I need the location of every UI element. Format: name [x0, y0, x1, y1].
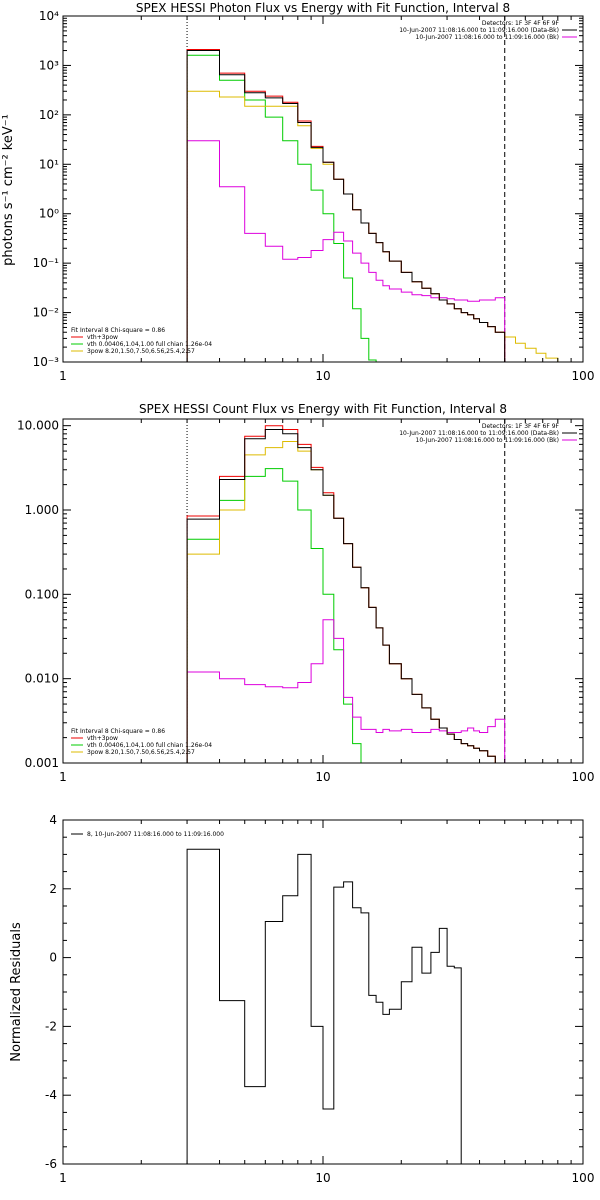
series-line-4 [186, 54, 377, 362]
y-tick-label: -2 [45, 1019, 57, 1033]
series-line-5 [186, 441, 526, 763]
legend-entry: 8, 10-Jun-2007 11:08:16.000 to 11:09:16.… [87, 831, 224, 838]
y-axis-label: photons s⁻¹ cm⁻² keV⁻¹ [1, 114, 16, 266]
y-tick-label: 10⁴ [39, 9, 59, 23]
chart-panel-3: 1 10 100 -6 -4 -2 0 2 4 Normalized Residuals 8, 10… [9, 813, 594, 1185]
header-text: 10-Jun-2007 11:08:16.000 to 11:09:16.000… [416, 437, 559, 444]
x-tick-label: 1 [59, 770, 67, 784]
legend-entry: vth 0.00406,1.04,1.00 full chian 1.26e-0… [87, 742, 212, 749]
x-tick-label: 1 [59, 369, 67, 383]
chart-panel-1: 1 10 100 10⁻³ 10⁻² 10⁻¹ 10⁰ 10¹ 10² 10³ 10⁴ SPEX HE… [1, 1, 594, 383]
y-tick-label: 10.000 [17, 419, 59, 433]
y-tick-label: 10³ [39, 58, 59, 72]
y-tick-label: 2 [49, 882, 57, 896]
chart-title: SPEX HESSI Photon Flux vs Energy with Fi… [136, 1, 510, 15]
legend-entry: 3pow 8.20,1.50,7.50,6.56,25.4,2.57 [87, 749, 195, 756]
axes-frame [62, 819, 584, 1165]
y-tick-label: -6 [45, 1157, 57, 1171]
series-line-3 [186, 425, 506, 763]
chart-title: SPEX HESSI Count Flux vs Energy with Fit… [139, 402, 507, 416]
series-line-1 [186, 848, 462, 1164]
y-tick-label: 10⁻¹ [33, 256, 60, 270]
y-tick-label: 1.000 [25, 503, 59, 517]
legend-entry: 3pow 8.20,1.50,7.50,6.56,25.4,2.57 [87, 348, 195, 355]
legend-entry: vth 0.00406,1.04,1.00 full chian 1.26e-0… [87, 341, 212, 348]
x-tick-label: 100 [572, 770, 595, 784]
x-tick-label: 100 [572, 369, 595, 383]
series-line-1 [186, 429, 506, 763]
y-tick-label: 0.010 [25, 672, 59, 686]
legend-title: Fit Interval 8 Chi-square = 0.86 [71, 728, 165, 735]
x-tick-label: 10 [315, 369, 330, 383]
x-tick-label: 10 [315, 770, 330, 784]
series-line-2 [186, 140, 506, 362]
header-text: Detectors: 1F 3F 4F 6F 9F [482, 20, 560, 27]
x-tick-label: 1 [59, 1171, 67, 1185]
y-tick-label: 10⁰ [39, 207, 59, 221]
y-tick-label: 0.001 [25, 756, 59, 770]
header-text: 10-Jun-2007 11:08:16.000 to 11:09:16.000… [416, 34, 559, 41]
legend-title: Fit Interval 8 Chi-square = 0.86 [71, 327, 165, 334]
y-tick-label: 0.100 [25, 587, 59, 601]
legend-entry: vth+3pow [87, 334, 118, 341]
y-tick-label: 10² [39, 108, 59, 122]
x-tick-label: 10 [315, 1171, 330, 1185]
header-text: 10-Jun-2007 11:08:16.000 to 11:09:16.000… [399, 430, 559, 437]
series-line-1 [186, 50, 506, 362]
y-tick-label: -4 [45, 1088, 57, 1102]
header-text: 10-Jun-2007 11:08:16.000 to 11:09:16.000… [399, 27, 559, 34]
legend-entry: vth+3pow [87, 735, 118, 742]
series-line-4 [186, 468, 370, 763]
y-tick-label: 0 [49, 951, 57, 965]
y-tick-label: 4 [49, 813, 57, 827]
chart-panel-2: 1 10 100 0.001 0.010 0.100 1.000 10.000 SPEX HES… [17, 402, 594, 784]
y-tick-label: 10⁻³ [33, 355, 60, 369]
series-line-2 [186, 619, 506, 763]
header-text: Detectors: 1F 3F 4F 6F 9F [482, 423, 560, 430]
series-line-5 [186, 90, 583, 362]
y-axis-label: Normalized Residuals [9, 922, 24, 1062]
y-tick-label: 10¹ [39, 157, 59, 171]
y-tick-label: 10⁻² [33, 306, 60, 320]
x-tick-label: 100 [572, 1171, 595, 1185]
